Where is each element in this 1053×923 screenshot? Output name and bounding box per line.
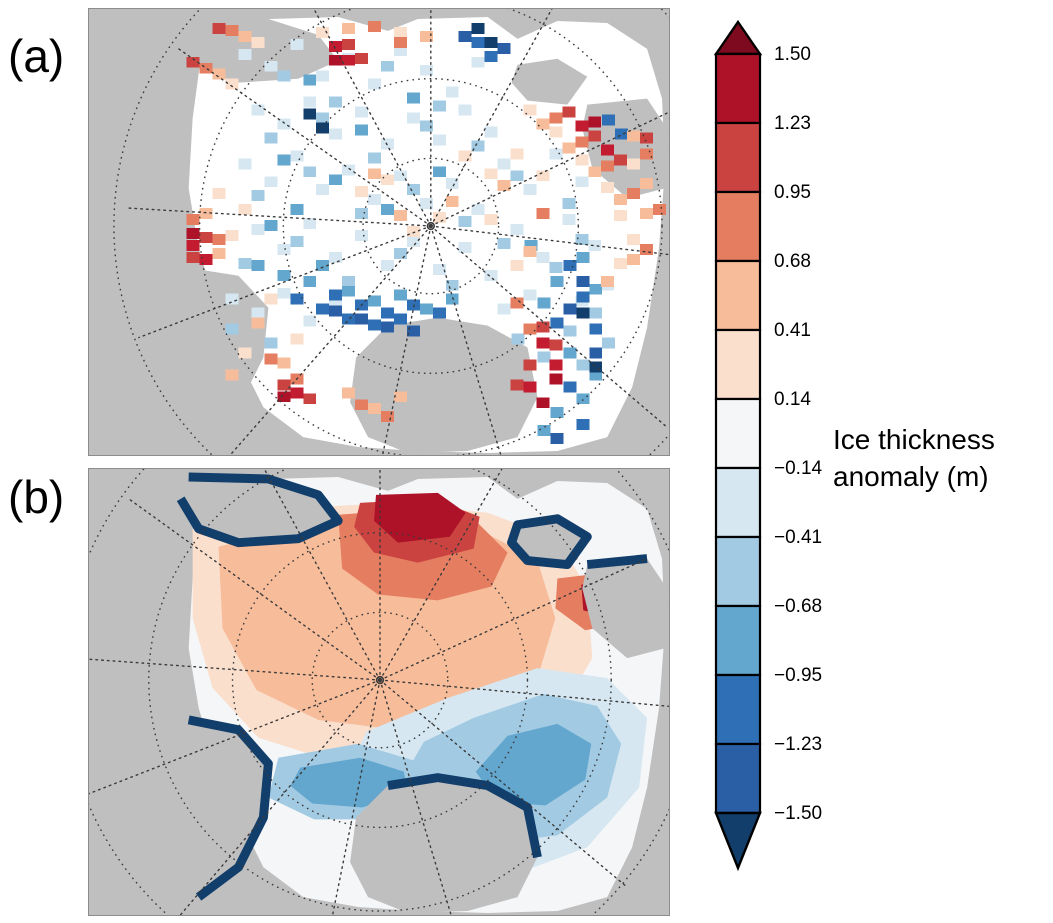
- colorbar-band-11: [714, 742, 762, 815]
- panel-b-label: (b): [8, 471, 65, 523]
- colorbar-band-10: [714, 673, 762, 746]
- colorbar-tick-0.68: 0.68: [774, 251, 811, 272]
- colorbar-band-5: [714, 328, 762, 401]
- land-siberia-b: [180, 476, 339, 543]
- colorbar-title-line-2: anomaly (m): [833, 460, 989, 492]
- colorbar-tick-1.23: 1.23: [774, 113, 811, 134]
- anomaly-pixels-a: [186, 20, 667, 445]
- anomaly-warm-blob-mid-b: [409, 612, 482, 665]
- map-a-svg: [89, 9, 669, 455]
- colorbar-tick-neg0.95: −0.95: [774, 665, 823, 686]
- land-greenland-a: [350, 317, 538, 454]
- colorbar-band-4: [714, 259, 762, 332]
- land-svalbard-a: [511, 58, 588, 105]
- colorbar-tick-0.14: 0.14: [774, 389, 811, 410]
- graticule-parallels-b: [89, 469, 669, 915]
- colorbar-over-arrow: [713, 19, 763, 56]
- colorbar-band-2: [714, 121, 762, 194]
- colorbar-tick-0.41: 0.41: [774, 320, 811, 341]
- colorbar-band-8: [714, 535, 762, 608]
- graticule-meridians-a: [128, 9, 669, 455]
- colorbar-tick-0.95: 0.95: [774, 182, 811, 203]
- colorbar-title-line-1: Ice thickness: [833, 424, 995, 455]
- panel-a-label: (a): [8, 30, 65, 82]
- colorbar-tick-neg0.41: −0.41: [774, 527, 823, 548]
- map-b-svg: [89, 469, 669, 915]
- colorbar-band-7: [714, 466, 762, 539]
- colorbar-band-1: [714, 52, 762, 125]
- colorbar-title: Ice thickness anomaly (m): [833, 422, 1048, 496]
- map-panel-b[interactable]: [88, 468, 670, 916]
- colorbar-tick-neg1.23: −1.23: [774, 734, 823, 755]
- land-greenland-b: [350, 777, 538, 914]
- north-pole-marker-b: [375, 675, 385, 685]
- coastline-fringe-b: [176, 472, 648, 901]
- colorbar-band-6: [714, 397, 762, 470]
- map-panel-a[interactable]: [88, 8, 670, 456]
- colorbar[interactable]: 1.50 1.23 0.95 0.68 0.41 0.14 −0.14 −0.4…: [700, 18, 823, 908]
- colorbar-band-9: [714, 604, 762, 677]
- colorbar-tick-neg1.50: −1.50: [774, 803, 823, 824]
- colorbar-tick-1.50: 1.50: [774, 44, 811, 65]
- colorbar-under-arrow: [714, 811, 762, 872]
- colorbar-tick-neg0.68: −0.68: [774, 596, 823, 617]
- graticule-meridians-b: [89, 469, 669, 915]
- colorbar-band-3: [714, 190, 762, 263]
- land-scandinavia-b: [582, 558, 668, 659]
- colorbar-bands: [714, 52, 762, 815]
- north-pole-marker-a: [426, 221, 436, 231]
- colorbar-svg: [713, 19, 763, 872]
- graticule-parallels-a: [113, 9, 669, 455]
- colorbar-tick-neg0.14: −0.14: [774, 458, 823, 479]
- land-canada-a: [174, 267, 269, 438]
- anomaly-warm-max-b: [374, 492, 466, 543]
